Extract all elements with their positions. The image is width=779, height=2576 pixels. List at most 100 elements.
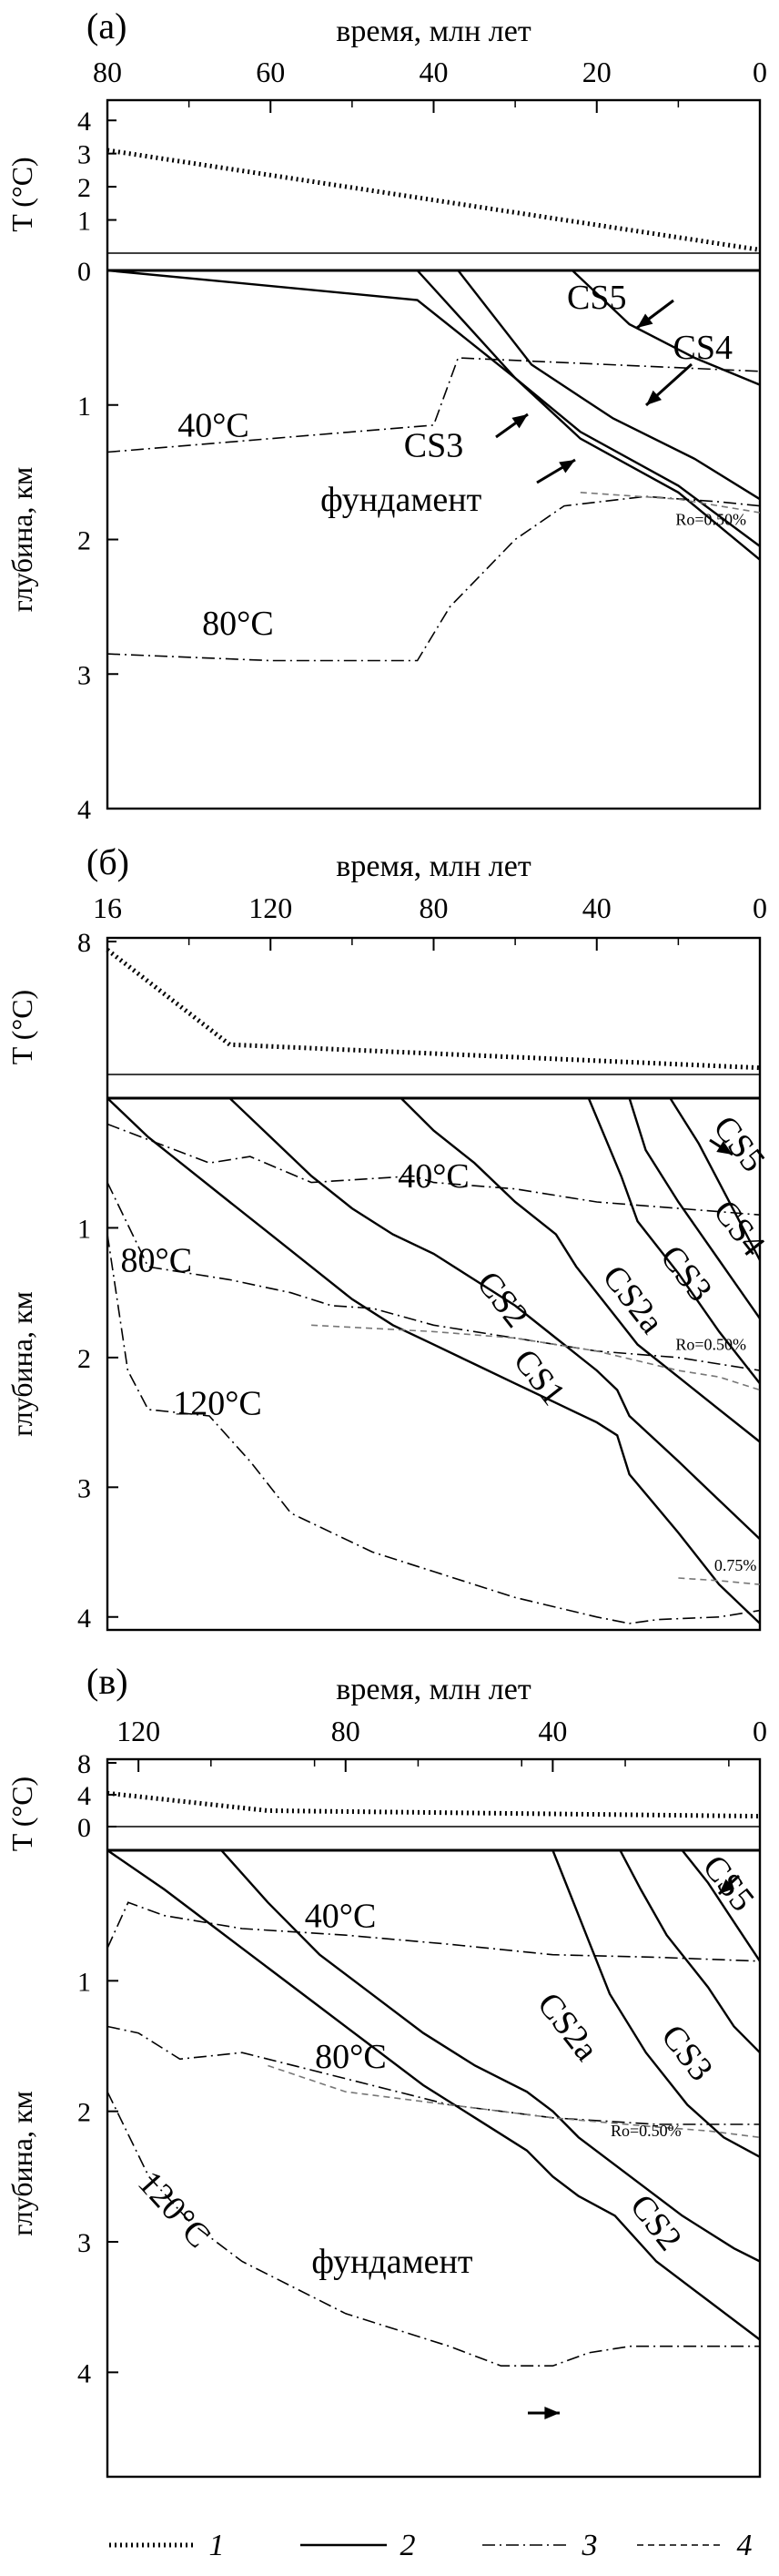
vitrinite-line bbox=[580, 492, 761, 514]
curve-annotation: фундамент bbox=[311, 2243, 472, 2281]
temperature-history-line bbox=[106, 1790, 761, 1819]
curve-annotation: Ro=0.50% bbox=[675, 510, 746, 528]
curve-annotation: 120°C bbox=[130, 2164, 218, 2255]
depth-tick-label: 3 bbox=[77, 2228, 91, 2258]
curve-annotation: CS2a bbox=[530, 1986, 606, 2069]
x-tick-label: 120 bbox=[248, 891, 292, 924]
burial-curve bbox=[416, 270, 761, 547]
curve-annotation: Ro=0.50% bbox=[675, 1336, 746, 1354]
depth-tick-label: 3 bbox=[77, 1473, 91, 1503]
isotherm-line bbox=[106, 1234, 761, 1624]
curve-annotation: 40°C bbox=[305, 1897, 377, 1935]
curve-annotation: 40°C bbox=[177, 407, 249, 445]
depth-axis-label: глубина, км bbox=[5, 467, 38, 613]
curve-annotation: фундамент bbox=[320, 481, 481, 519]
burial-curve bbox=[457, 270, 761, 501]
temperature-history-line bbox=[106, 948, 761, 1071]
burial-curve bbox=[551, 1849, 761, 2158]
depth-tick-label: 4 bbox=[77, 2358, 91, 2388]
x-tick-label: 80 bbox=[420, 891, 449, 924]
x-axis-label: время, млн лет bbox=[336, 15, 531, 48]
pointer-arrowhead bbox=[716, 1141, 733, 1155]
panel-label: (б) bbox=[86, 841, 129, 882]
burial-curve bbox=[228, 1097, 761, 1541]
burial-curve bbox=[572, 270, 761, 386]
temperature-axis-label: T (°C) bbox=[5, 157, 38, 231]
temp-tick-label: 0 bbox=[77, 1813, 91, 1843]
burial-curve bbox=[619, 1849, 761, 2054]
pointer-arrowhead bbox=[559, 460, 575, 473]
curve-annotation: CS2 bbox=[622, 2187, 689, 2257]
curve-annotation: 80°C bbox=[121, 1242, 193, 1280]
curve-annotation: CS4 bbox=[705, 1193, 772, 1263]
pointer-arrowhead bbox=[544, 2406, 560, 2420]
isotherm-line bbox=[106, 1901, 761, 1962]
pointer-arrowhead bbox=[511, 414, 528, 429]
legend-number: 2 bbox=[400, 2529, 416, 2562]
x-tick-label: 60 bbox=[256, 56, 285, 88]
isotherm-line bbox=[106, 495, 761, 662]
curve-annotation: CS2 bbox=[469, 1264, 535, 1334]
temperature-axis-label: T (°C) bbox=[5, 1777, 38, 1851]
curve-annotation: 80°C bbox=[202, 605, 274, 643]
burial-curve bbox=[628, 1097, 761, 1319]
temperature-history-line bbox=[106, 148, 761, 252]
x-tick-label: 0 bbox=[753, 891, 767, 924]
depth-tick-label: 1 bbox=[77, 1967, 91, 1997]
temp-tick-label: 1 bbox=[77, 207, 91, 237]
vitrinite-line bbox=[678, 1577, 761, 1585]
plot-frame bbox=[106, 1757, 762, 2479]
isotherm-line bbox=[106, 2091, 760, 2367]
x-tick-label: 40 bbox=[538, 1715, 567, 1747]
x-tick-label: 0 bbox=[753, 1715, 767, 1747]
pointer-arrowhead bbox=[646, 390, 663, 405]
legend-number: 1 bbox=[209, 2529, 225, 2562]
x-tick-label: 120 bbox=[116, 1715, 160, 1747]
temperature-axis-label: T (°C) bbox=[5, 990, 38, 1064]
x-tick-label: 80 bbox=[331, 1715, 360, 1747]
pointer-arrowhead bbox=[719, 1879, 734, 1894]
plot-frame bbox=[106, 936, 762, 1632]
burial-curve bbox=[681, 1849, 762, 1962]
depth-tick-label: 2 bbox=[77, 526, 91, 556]
x-tick-label: 0 bbox=[753, 56, 767, 88]
depth-tick-label: 2 bbox=[77, 1344, 91, 1374]
isotherm-line bbox=[106, 1123, 761, 1216]
depth-tick-label: 3 bbox=[77, 660, 91, 690]
burial-curve bbox=[669, 1097, 762, 1261]
curve-annotation: CS5 bbox=[567, 279, 626, 317]
depth-axis-label: глубина, км bbox=[5, 1291, 38, 1437]
depth-tick-label: 0 bbox=[77, 257, 91, 287]
temp-tick-label: 4 bbox=[77, 107, 91, 137]
depth-tick-label: 4 bbox=[77, 1604, 91, 1634]
pointer-arrowhead bbox=[637, 313, 653, 328]
panel-label: (a) bbox=[86, 5, 126, 46]
x-axis-label: время, млн лет bbox=[336, 850, 531, 883]
x-tick-label: 80 bbox=[93, 56, 122, 88]
isotherm-line bbox=[106, 357, 761, 453]
legend-number: 4 bbox=[737, 2529, 753, 2562]
curve-annotation: 120°C bbox=[173, 1384, 262, 1422]
vitrinite-line bbox=[311, 1324, 761, 1391]
curve-annotation: CS1 bbox=[506, 1342, 572, 1412]
x-tick-label: 40 bbox=[420, 56, 449, 88]
depth-tick-label: 1 bbox=[77, 392, 91, 422]
curve-annotation: 80°C bbox=[315, 2038, 387, 2076]
temp-tick-label: 8 bbox=[77, 928, 91, 958]
curve-annotation: CS3 bbox=[653, 2018, 720, 2088]
chart-panel: (б) время, млн лет 16 120 80 40 0 8 1 2 3 4 T (°C) гл… bbox=[5, 841, 773, 1634]
curve-annotation: 0.75% bbox=[714, 1556, 757, 1574]
x-tick-label: 40 bbox=[582, 891, 612, 924]
burial-curve bbox=[106, 1849, 761, 2341]
curve-annotation: CS3 bbox=[653, 1238, 719, 1308]
panel-label: (в) bbox=[86, 1661, 128, 1702]
legend: 1 2 3 4 bbox=[109, 2529, 753, 2562]
temp-tick-label: 4 bbox=[77, 1781, 91, 1811]
burial-curve bbox=[587, 1097, 761, 1385]
curve-annotation: CS4 bbox=[673, 329, 733, 367]
depth-axis-label: глубина, км bbox=[5, 2091, 38, 2236]
vitrinite-line bbox=[268, 2064, 761, 2139]
